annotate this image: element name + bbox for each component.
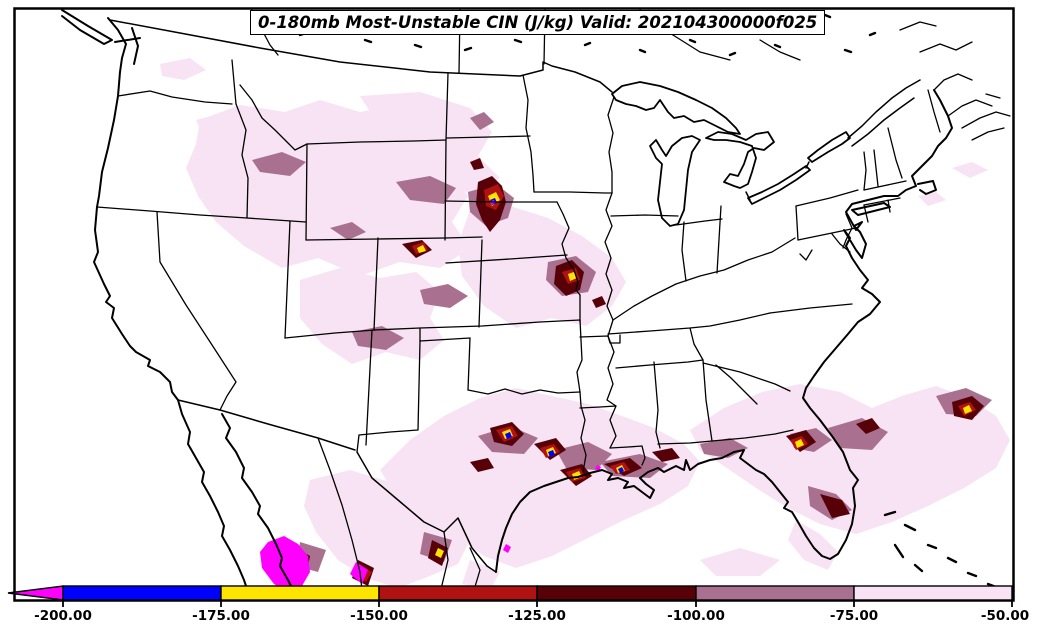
colorbar-segment	[220, 585, 380, 601]
colorbar: -200.00 -175.00 -150.00 -125.00 -100.00 …	[7, 585, 1029, 624]
tick-label: -100.00	[667, 608, 725, 624]
cin-shading-light	[160, 58, 1010, 590]
colorbar-segment	[853, 585, 1013, 601]
plot-title: 0-180mb Most-Unstable CIN (J/kg) Valid: …	[250, 10, 826, 35]
tick-label: -150.00	[350, 608, 408, 624]
tick-label: -125.00	[508, 608, 566, 624]
cin-shading-extreme-magenta	[260, 200, 601, 592]
tick-label: -175.00	[192, 608, 250, 624]
tick-label: -75.00	[830, 608, 878, 624]
colorbar-segment	[695, 585, 855, 601]
canada-mexico-detail	[251, 9, 1011, 591]
state-borders	[96, 59, 907, 473]
tick-label: -200.00	[34, 608, 92, 624]
colorbar-tick-marks	[62, 600, 1013, 607]
coastline	[61, 9, 953, 601]
colorbar-segment	[536, 585, 697, 601]
colorbar-segment	[378, 585, 538, 601]
tick-label: -50.00	[981, 608, 1029, 624]
great-lakes	[611, 81, 851, 227]
colorbar-segment	[62, 585, 222, 601]
colorbar-tick-labels: -200.00 -175.00 -150.00 -125.00 -100.00 …	[34, 608, 1029, 624]
